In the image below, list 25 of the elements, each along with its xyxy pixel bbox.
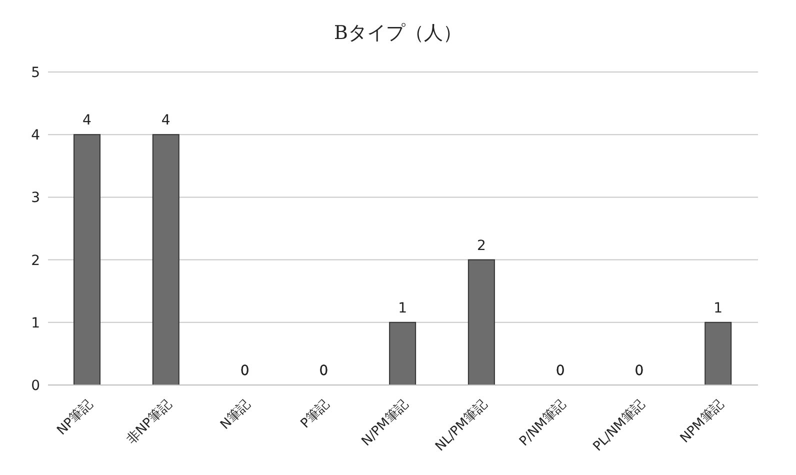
y-tick-label: 2 <box>31 252 40 269</box>
x-tick-label: N筆記 <box>218 396 254 433</box>
y-tick-label: 5 <box>31 64 40 81</box>
data-label: 0 <box>240 363 250 379</box>
bar <box>74 134 100 385</box>
data-label: 1 <box>398 300 408 316</box>
data-label: 0 <box>319 363 328 379</box>
bar <box>152 134 180 385</box>
y-tick-label: 3 <box>31 190 40 206</box>
y-tick-label: 0 <box>31 378 40 394</box>
bar <box>468 259 495 385</box>
chart-title: Bタイプ（人） <box>333 21 463 46</box>
data-label: 0 <box>634 363 644 379</box>
y-tick-label: 1 <box>31 315 40 332</box>
data-label: 0 <box>556 363 565 379</box>
data-label: 2 <box>476 238 486 254</box>
x-tick-label: 非NP筆記 <box>124 396 175 448</box>
x-tick-label: NP筆記 <box>54 396 96 438</box>
y-tick-label: 4 <box>31 128 40 144</box>
data-label: 4 <box>82 112 92 129</box>
bar <box>389 322 416 385</box>
bar <box>704 322 732 385</box>
data-label: 4 <box>161 112 170 129</box>
data-label: 1 <box>714 300 723 316</box>
x-tick-label: P筆記 <box>298 396 333 432</box>
